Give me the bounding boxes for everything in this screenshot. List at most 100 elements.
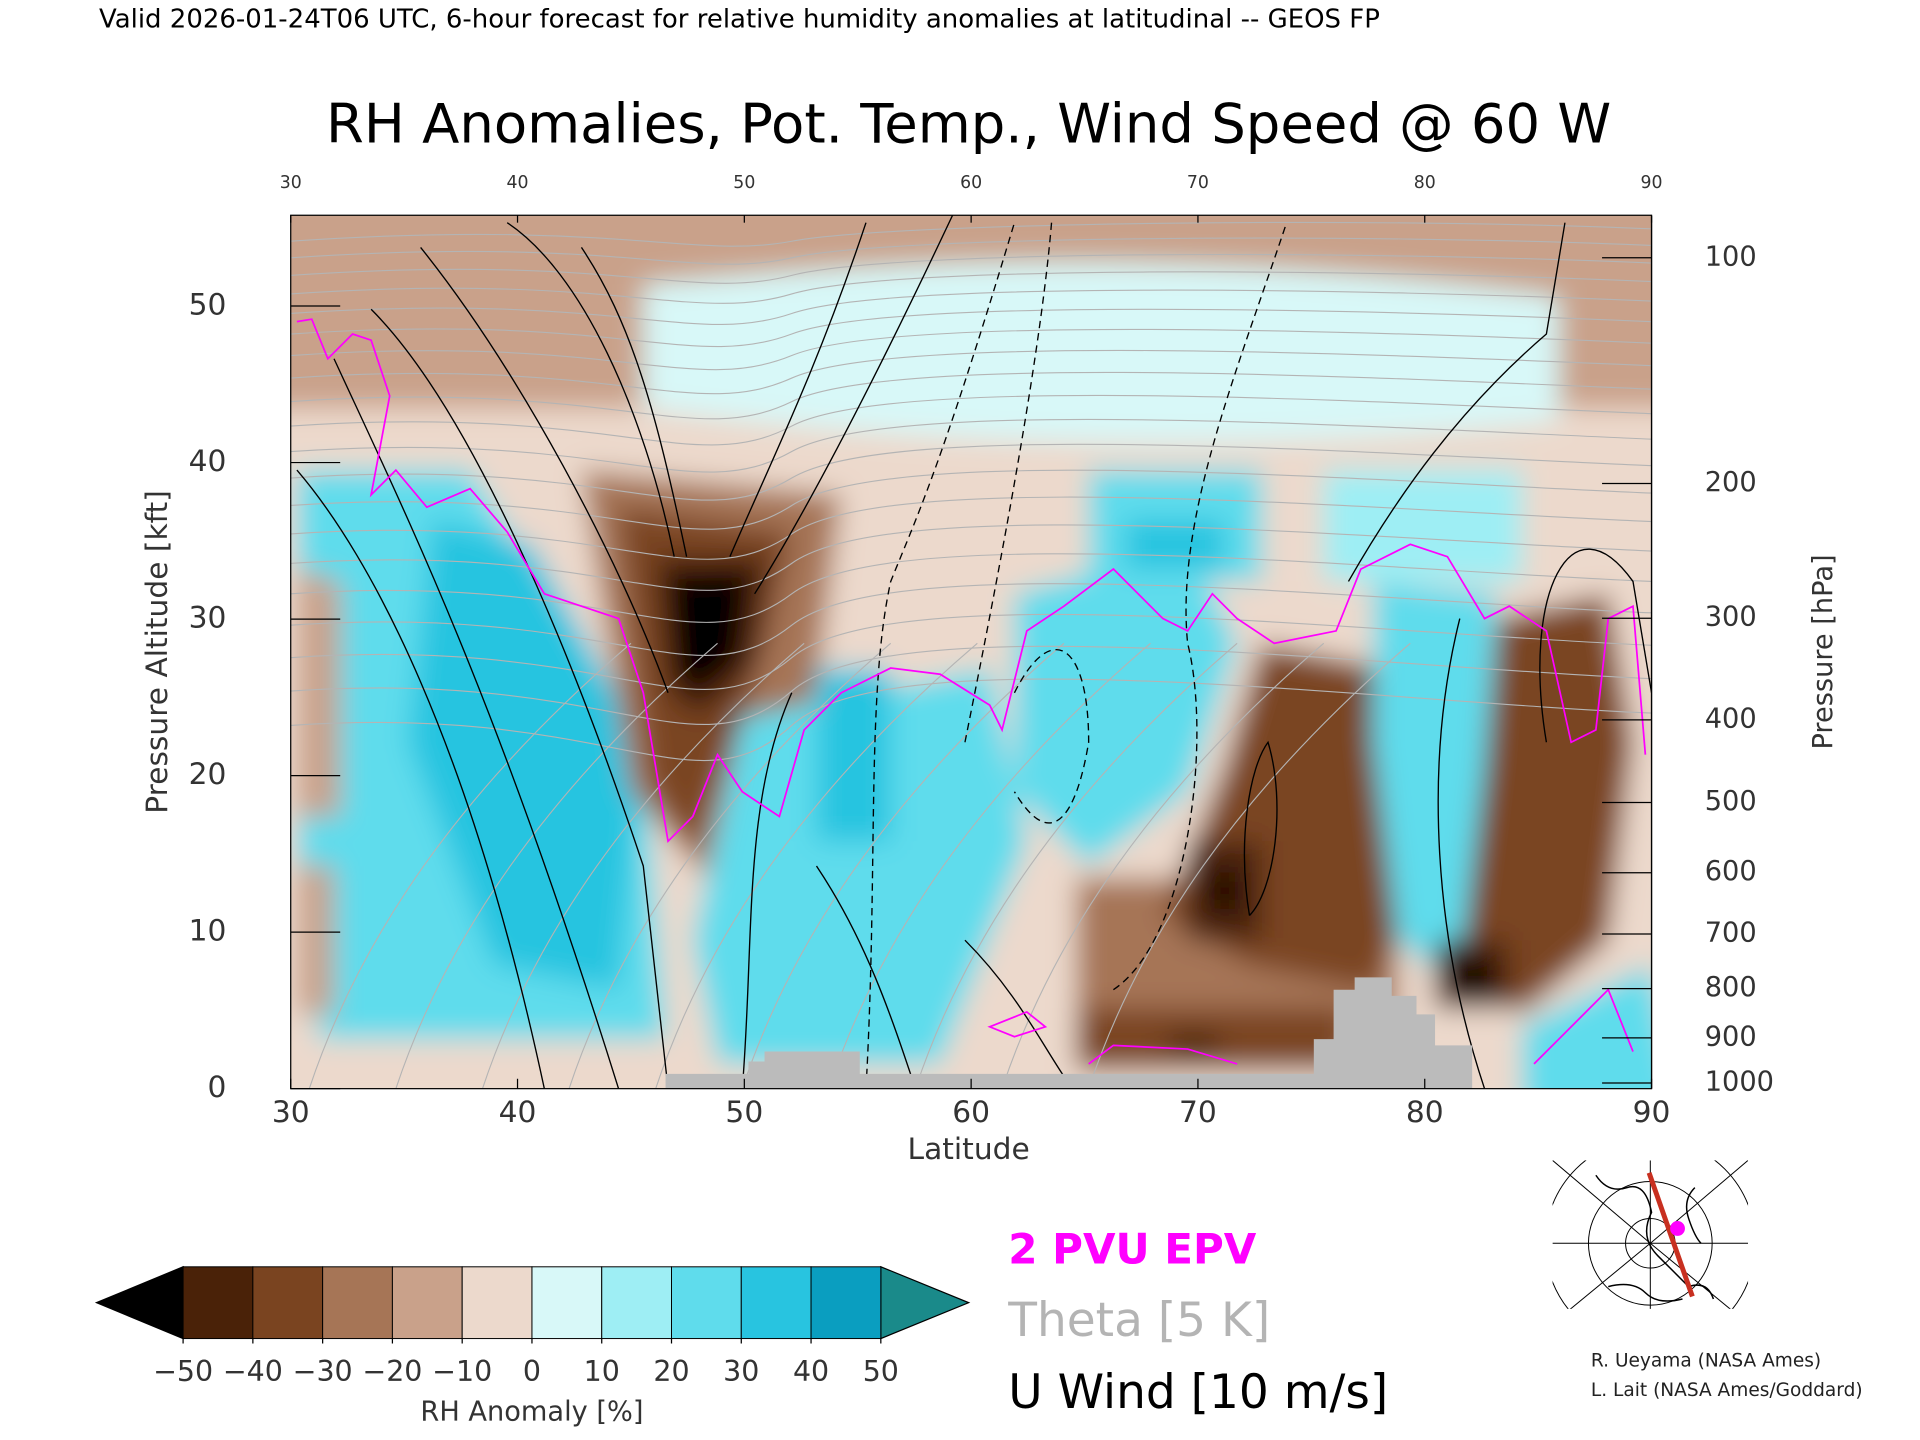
x-tick-label: 60 — [952, 1095, 990, 1130]
x-top-tick-label: 50 — [733, 173, 755, 193]
y-tick-label: 20 — [189, 757, 227, 792]
theta-contour — [290, 371, 1652, 420]
colorbar-tick-label: 30 — [723, 1355, 759, 1388]
rh-blob — [1373, 581, 1497, 990]
x-top-tick-label: 90 — [1641, 173, 1663, 193]
y2-tick-label: 500 — [1705, 786, 1757, 817]
u-wind-contour — [754, 215, 954, 595]
u-wind-contour — [370, 308, 669, 1089]
x-top-tick-label: 60 — [960, 173, 982, 193]
x-tick-label: 50 — [725, 1095, 763, 1130]
rh-blob — [692, 668, 1027, 1064]
theta-contour — [290, 583, 1652, 656]
x-tick-label: 40 — [499, 1095, 537, 1130]
legend-uwind: U Wind [10 m/s] — [1008, 1365, 1388, 1420]
terrain — [665, 977, 1473, 1089]
x-top-tick-label: 80 — [1414, 173, 1436, 193]
colorbar-tick-label: −50 — [153, 1355, 213, 1388]
colorbar-tick-label: 0 — [523, 1355, 541, 1388]
theta-contour — [481, 642, 805, 1089]
theta-contour — [655, 642, 978, 1089]
theta-contour — [1088, 642, 1411, 1089]
colorbar-bin — [740, 1266, 812, 1340]
rh-blob — [1521, 964, 1652, 1089]
u-wind-contour — [741, 692, 793, 1089]
rh-blob — [296, 865, 335, 1015]
u-wind-contour — [1347, 222, 1566, 582]
credit: R. Ueyama (NASA Ames) — [1591, 1350, 1821, 1371]
theta-contour — [290, 237, 1652, 265]
colorbar-tick-label: 10 — [584, 1355, 620, 1388]
header: Valid 2026-01-24T06 UTC, 6-hour forecast… — [99, 4, 1380, 34]
theta-contour — [290, 221, 1652, 247]
colorbar-label: RH Anomaly [%] — [420, 1396, 643, 1427]
u-wind-contour — [580, 247, 688, 557]
theta-contour — [290, 394, 1652, 446]
y-axis-label: Pressure Altitude [kft] — [140, 490, 175, 814]
y-tick-label: 10 — [189, 914, 227, 949]
u-wind-contour — [729, 222, 867, 557]
colorbar-bin — [461, 1266, 533, 1340]
colorbar-tick-label: −30 — [293, 1355, 353, 1388]
rh-field — [290, 215, 1652, 1089]
u-wind-contour — [1437, 618, 1486, 1089]
theta-contour — [290, 678, 1652, 762]
colorbar-bin — [810, 1266, 882, 1340]
colorbar-tick-label: 40 — [793, 1355, 829, 1388]
y2-tick-label: 900 — [1705, 1021, 1757, 1052]
colorbar-bin — [531, 1266, 603, 1340]
theta-contour — [308, 642, 632, 1089]
theta-contour — [395, 642, 718, 1089]
colorbar-bin — [391, 1266, 463, 1340]
colorbar-tick-label: −20 — [362, 1355, 422, 1388]
rh-blob — [1453, 958, 1491, 996]
x-tick-label: 30 — [272, 1095, 310, 1130]
theta-contour — [290, 613, 1652, 690]
y-tick-label: 0 — [208, 1070, 227, 1105]
u-wind-contour — [333, 358, 620, 1089]
theta-contour — [290, 496, 1652, 560]
u-wind-contour — [815, 865, 917, 1089]
colorbar-bin — [601, 1266, 672, 1340]
y2-tick-label: 300 — [1705, 602, 1757, 633]
y2-tick-label: 700 — [1705, 918, 1757, 949]
theta-contour — [290, 349, 1652, 395]
y2-tick-label: 800 — [1705, 972, 1757, 1003]
y2-tick-label: 1000 — [1705, 1066, 1774, 1097]
y-tick-label: 40 — [189, 444, 227, 479]
colorbar-tick-label: 50 — [863, 1355, 899, 1388]
credit: L. Lait (NASA Ames/Goddard) — [1591, 1380, 1863, 1401]
rh-blob — [296, 569, 341, 817]
y2-tick-label: 200 — [1705, 467, 1757, 498]
colorbar-tick-label: −10 — [432, 1355, 492, 1388]
theta-contour — [741, 642, 1065, 1089]
colorbar-bin — [322, 1266, 393, 1340]
u-wind-contour — [865, 222, 1016, 1089]
colorbar-tick-label: −40 — [223, 1355, 283, 1388]
epv-contour — [296, 318, 1647, 1065]
u-wind-contour — [506, 222, 675, 557]
x-axis-label: Latitude — [908, 1132, 1030, 1167]
theta-contour — [290, 289, 1652, 325]
colorbar-bin — [252, 1266, 324, 1340]
y2-tick-label: 400 — [1705, 703, 1757, 734]
locator-map — [1552, 1160, 1749, 1309]
u-wind-contour — [1243, 740, 1278, 916]
theta-contour — [290, 469, 1652, 530]
theta-contour — [828, 642, 1151, 1089]
theta-contour — [914, 642, 1238, 1089]
rh-blob — [816, 668, 891, 842]
y2-axis-label: Pressure [hPa] — [1808, 554, 1839, 749]
rh-blob — [408, 519, 644, 990]
theta-contour — [568, 642, 892, 1089]
rh-blob — [290, 1039, 669, 1089]
theta-contour — [290, 645, 1652, 726]
colorbar-bin — [671, 1266, 742, 1340]
u-wind-contour — [1013, 649, 1090, 824]
theta-contour — [290, 271, 1652, 304]
x-top-tick-label: 30 — [280, 173, 302, 193]
colorbar-tick-label: 20 — [653, 1355, 689, 1388]
y-tick-label: 30 — [189, 601, 227, 636]
colorbar-bin — [182, 1266, 254, 1340]
